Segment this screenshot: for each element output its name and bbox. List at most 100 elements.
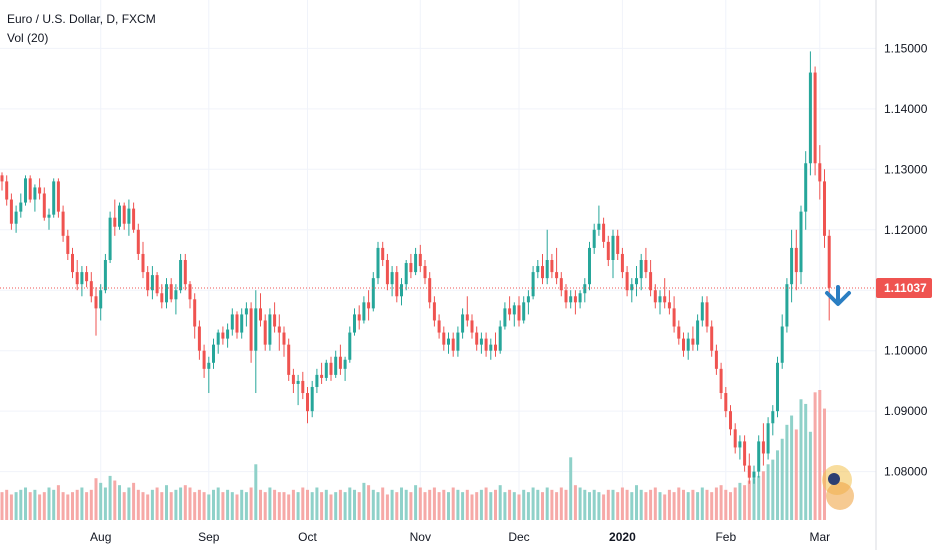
volume-indicator-label[interactable]: Vol (20) <box>7 31 49 45</box>
candle-body <box>611 235 615 260</box>
volume-bar <box>743 485 747 520</box>
volume-bar <box>99 482 103 520</box>
volume-bar <box>512 492 516 520</box>
candle-body <box>536 266 540 273</box>
candle-body <box>24 178 27 203</box>
volume-bar <box>404 489 408 520</box>
volume-bar <box>155 487 159 520</box>
volume-bar <box>517 494 521 520</box>
candle-body <box>150 275 154 291</box>
volume-bar <box>127 487 131 520</box>
volume-bar <box>808 431 812 520</box>
symbol-title[interactable]: Euro / U.S. Dollar, D, FXCM <box>7 12 156 26</box>
candle-body <box>663 296 667 303</box>
volume-bar <box>437 492 441 520</box>
candle-body <box>470 320 474 333</box>
volume-bar <box>306 489 309 520</box>
volume-bar <box>771 459 775 520</box>
volume-bar <box>47 487 51 520</box>
volume-bar <box>371 489 375 520</box>
volume-bar <box>202 492 206 520</box>
volume-bar <box>268 487 272 520</box>
candle-body <box>188 284 192 300</box>
candle-body <box>479 338 483 345</box>
volume-bar <box>103 487 107 520</box>
candle-body <box>526 296 530 303</box>
candle-body <box>677 326 681 339</box>
candle-body <box>395 272 399 297</box>
candle-body <box>5 181 9 200</box>
candle-body <box>52 181 56 215</box>
time-axis[interactable]: Aug Sep Oct Nov Dec 2020 Feb Mar <box>90 530 830 544</box>
candle-body <box>752 471 756 478</box>
volume-bar <box>578 487 582 520</box>
avatar-badge-icon <box>822 465 854 510</box>
candle-body <box>367 302 371 309</box>
volume-bar <box>597 492 601 520</box>
candle-body <box>494 344 497 351</box>
volume-bar <box>823 408 826 520</box>
candle-body <box>212 344 215 363</box>
volume-bar <box>263 492 267 520</box>
candle-body <box>362 302 366 321</box>
volume-bar <box>667 489 671 520</box>
volume-bar <box>423 492 427 520</box>
candle-body <box>343 359 347 369</box>
volume-bar <box>343 492 347 520</box>
candle-body <box>545 260 549 279</box>
candle-body <box>447 338 450 345</box>
volume-bar <box>691 489 695 520</box>
candle-body <box>28 178 32 200</box>
price-badge-label: 1.11037 <box>884 281 927 295</box>
candle-body <box>132 208 136 230</box>
volume-bar <box>56 485 60 520</box>
volume-bar <box>696 492 700 520</box>
candle-body <box>564 290 568 303</box>
candle-body <box>644 260 648 273</box>
x-tick-label: Mar <box>809 530 830 544</box>
candle-body <box>240 314 244 333</box>
candle-body <box>451 338 455 351</box>
candle-body <box>667 302 671 309</box>
candle-body <box>400 284 403 297</box>
volume-bar <box>790 415 794 520</box>
volume-bar <box>357 492 361 520</box>
volume-bar <box>682 489 685 520</box>
candle-body <box>75 272 79 285</box>
candle-body <box>705 302 709 327</box>
x-tick-label: Oct <box>298 530 317 544</box>
candle-body <box>136 229 140 254</box>
volume-bar <box>606 489 610 520</box>
volume-bar <box>620 487 624 520</box>
volume-bar <box>776 450 779 520</box>
last-price-badge: 1.11037 <box>876 277 932 298</box>
candle-body <box>291 374 295 384</box>
candle-body <box>301 380 305 394</box>
candlesticks <box>0 51 831 484</box>
volume-bar <box>418 487 422 520</box>
volume-bar <box>376 492 380 520</box>
volume-bar <box>273 489 277 520</box>
candle-body <box>649 272 653 291</box>
candle-body <box>790 247 794 285</box>
candle-body <box>47 214 51 218</box>
volume-bar <box>794 429 798 520</box>
candle-body <box>776 362 779 412</box>
volume-bar <box>19 489 23 520</box>
candle-body <box>442 332 446 345</box>
volume-bar <box>442 489 446 520</box>
volume-bar <box>348 487 352 520</box>
candle-body <box>385 260 389 285</box>
volume-bar <box>475 492 479 520</box>
volume-bar <box>785 424 789 520</box>
volume-bar <box>494 489 497 520</box>
volume-bar <box>160 492 164 520</box>
candle-body <box>80 272 84 285</box>
candle-body <box>371 278 375 309</box>
volume-bar <box>136 489 140 520</box>
candle-body <box>315 374 319 387</box>
candle-body <box>296 380 300 384</box>
candle-body <box>733 429 737 448</box>
